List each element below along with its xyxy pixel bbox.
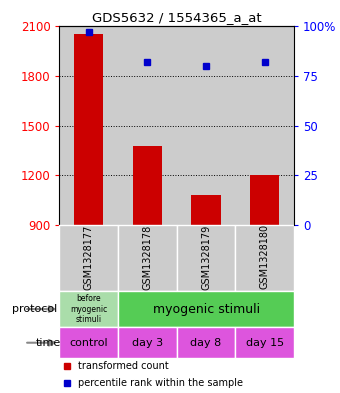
Text: transformed count: transformed count	[78, 361, 169, 371]
Bar	[59, 291, 118, 327]
Text: GSM1328180: GSM1328180	[260, 224, 270, 290]
Bar	[118, 327, 177, 358]
Bar	[118, 226, 177, 291]
Bar	[250, 176, 279, 226]
Bar	[191, 195, 221, 226]
Bar	[118, 26, 177, 226]
Bar	[59, 327, 118, 358]
Text: percentile rank within the sample: percentile rank within the sample	[78, 378, 243, 388]
Bar	[177, 26, 235, 226]
Bar	[133, 145, 162, 226]
Bar	[235, 327, 294, 358]
Text: control: control	[69, 338, 108, 348]
Title: GDS5632 / 1554365_a_at: GDS5632 / 1554365_a_at	[92, 11, 261, 24]
Text: GSM1328177: GSM1328177	[84, 224, 94, 290]
Text: day 8: day 8	[190, 338, 222, 348]
Text: GSM1328178: GSM1328178	[142, 224, 152, 290]
Bar	[235, 226, 294, 291]
Bar	[59, 26, 118, 226]
Text: day 15: day 15	[246, 338, 284, 348]
Text: myogenic stimuli: myogenic stimuli	[153, 303, 260, 316]
Text: protocol: protocol	[12, 304, 57, 314]
Bar	[235, 26, 294, 226]
Bar	[74, 34, 103, 226]
Text: before
myogenic
stimuli: before myogenic stimuli	[70, 294, 107, 324]
Bar	[59, 226, 118, 291]
Bar	[118, 291, 294, 327]
Text: GSM1328179: GSM1328179	[201, 224, 211, 290]
Text: time: time	[36, 338, 61, 348]
Bar	[177, 226, 235, 291]
Bar	[177, 327, 235, 358]
Text: day 3: day 3	[132, 338, 163, 348]
